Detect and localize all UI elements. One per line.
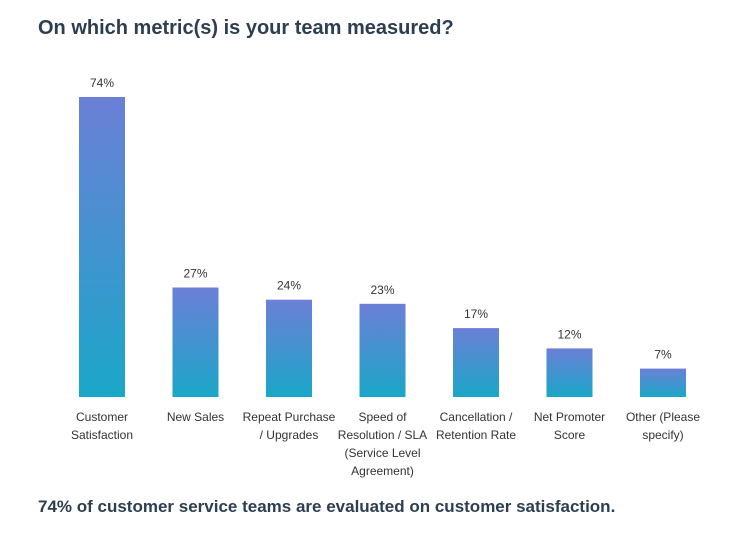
category-label: Cancellation / Retention Rate <box>436 410 516 442</box>
category-label-line: Net Promoter <box>534 410 605 424</box>
category-label: Customer Satisfaction <box>71 410 133 442</box>
bar <box>640 368 686 397</box>
category-label: Speed of Resolution / SLA (Service Level Ag… <box>338 410 427 478</box>
category-label-line: Customer <box>76 410 128 424</box>
category-label-line: / Upgrades <box>260 428 319 442</box>
category-label-line: Other (Please <box>626 410 700 424</box>
chart-title: On which metric(s) is your team measured… <box>38 17 454 39</box>
bar <box>79 97 125 397</box>
bar <box>172 287 219 397</box>
category-label-line: Speed of <box>358 410 407 424</box>
bar <box>359 303 406 397</box>
data-label: 27% <box>183 267 207 281</box>
data-label: 12% <box>557 327 581 341</box>
data-label: 24% <box>277 279 301 293</box>
bar <box>546 348 593 397</box>
category-label-line: New Sales <box>167 410 224 424</box>
category-label-line: specify) <box>642 428 683 442</box>
data-label: 7% <box>654 348 672 362</box>
category-label-line: Retention Rate <box>436 428 516 442</box>
data-label: 17% <box>464 307 488 321</box>
chart-caption: 74% of customer service teams are evalua… <box>38 497 616 516</box>
category-label-line: Agreement) <box>351 464 414 478</box>
category-label: Repeat Purchase / Upgrades <box>243 410 336 442</box>
bar <box>453 328 499 397</box>
category-label-line: Satisfaction <box>71 428 133 442</box>
category-label-line: (Service Level <box>344 446 420 460</box>
category-label: New Sales <box>167 410 224 424</box>
bar-chart: 74% Customer Satisfaction 27% New Sales 24% Re… <box>71 76 700 478</box>
category-label-line: Repeat Purchase <box>243 410 336 424</box>
data-label: 74% <box>90 76 114 90</box>
category-label: Other (Please specify) <box>626 410 700 442</box>
category-label-line: Resolution / SLA <box>338 428 427 442</box>
category-label: Net Promoter Score <box>534 410 605 442</box>
category-label-line: Score <box>554 428 586 442</box>
data-label: 23% <box>370 283 394 297</box>
category-label-line: Cancellation / <box>440 410 513 424</box>
bar <box>266 299 312 397</box>
